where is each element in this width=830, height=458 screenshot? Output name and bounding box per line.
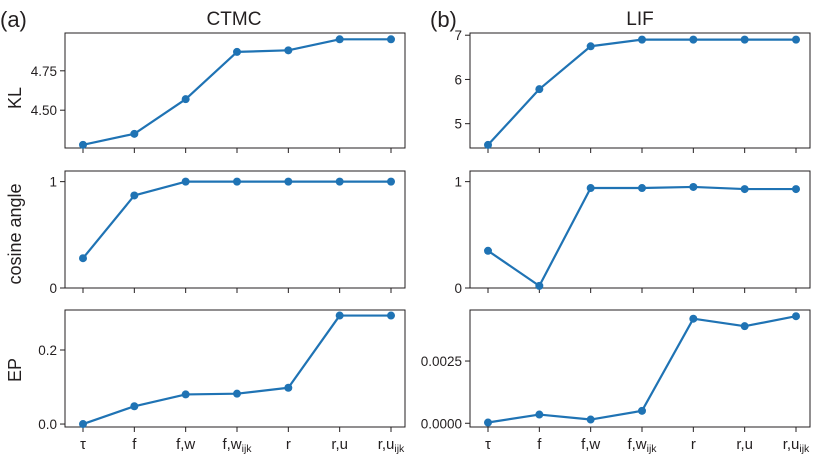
axes-frame (469, 309, 811, 428)
column-title-lif: LIF (626, 9, 653, 30)
panel-label-b: (b) (430, 7, 457, 32)
data-point (740, 322, 749, 331)
data-point (387, 35, 395, 44)
xtick-label: r,u (736, 436, 753, 453)
axes-frame (469, 32, 811, 149)
data-point (335, 311, 344, 320)
data-point (689, 35, 698, 44)
data-point (484, 140, 492, 149)
ytick-label: 0 (49, 281, 57, 296)
ytick-label: 4.50 (31, 103, 57, 118)
subplot-3: 01 (454, 170, 811, 296)
xtick-label: r,uijk (783, 436, 810, 455)
ytick-label: 0 (454, 281, 462, 296)
data-point (181, 390, 190, 399)
series-line (82, 314, 391, 426)
axes-frame (64, 32, 406, 149)
subplot-0: 4.50 4.75 (31, 32, 406, 153)
data-point (792, 312, 800, 321)
data-point (335, 35, 344, 44)
series-line (487, 315, 797, 424)
xtick-label: f,wijk (222, 436, 252, 455)
data-point (335, 177, 344, 186)
ytick-label: 0.0 (38, 417, 57, 432)
series-line (487, 38, 796, 146)
data-point (535, 410, 544, 419)
ytick-label: 0.2 (38, 343, 57, 358)
data-point (130, 402, 139, 411)
data-point (387, 177, 395, 186)
xtick-label: f,wijk (627, 436, 657, 455)
xtick-label: f (132, 436, 137, 453)
data-point (740, 35, 749, 44)
data-point (586, 42, 595, 51)
xtick-label: r,u (331, 436, 348, 453)
data-point (740, 185, 749, 194)
data-point (79, 420, 87, 429)
xtick-label: τ (80, 436, 86, 453)
data-point (284, 177, 293, 186)
axes-frame (469, 170, 811, 289)
subplot-2: 01 (49, 170, 406, 296)
column-title-ctmc: CTMC (207, 9, 262, 30)
data-point (181, 95, 190, 104)
data-point (792, 35, 800, 44)
data-point (638, 406, 646, 415)
xtick-label: r (286, 436, 291, 453)
xtick-label: f (537, 436, 542, 453)
data-point (233, 389, 241, 398)
data-point (484, 418, 492, 427)
data-point (535, 281, 544, 290)
subplot-1: 5 6 7 (454, 28, 811, 153)
ytick-label: 5 (454, 117, 462, 132)
data-point (586, 184, 595, 193)
data-point (638, 35, 646, 44)
xtick-label: r,uijk (378, 436, 405, 455)
subplot-4: 0.0 0.2 τ f f,w f,wijk r r,u r,uijk (38, 309, 406, 455)
data-point (689, 182, 698, 191)
data-point (689, 314, 698, 323)
data-point (387, 311, 395, 320)
data-point (586, 415, 595, 424)
data-point (792, 185, 800, 194)
data-point (79, 140, 87, 149)
data-point (233, 177, 241, 186)
ytick-label: 6 (454, 72, 462, 87)
axes-frame (64, 170, 406, 289)
data-point (130, 191, 139, 200)
panel-label-a: (a) (0, 7, 27, 32)
data-point (638, 184, 646, 193)
xtick-label: τ (485, 436, 491, 453)
data-point (79, 254, 87, 263)
ytick-label: 1 (454, 175, 462, 190)
ylabel-cosine-angle: cosine angle (5, 183, 25, 284)
ytick-label: 4.75 (31, 64, 57, 79)
series-line (487, 185, 796, 287)
xtick-label: f,w (176, 436, 195, 453)
data-point (130, 129, 139, 138)
ylabel-kl: KL (5, 87, 25, 109)
xtick-label: f,w (581, 436, 600, 453)
data-point (181, 177, 190, 186)
axes-frame (64, 309, 406, 428)
xtick-label: r (691, 436, 696, 453)
data-point (535, 85, 544, 94)
series-line (82, 180, 391, 259)
ytick-label: 0.0000 (421, 416, 462, 431)
ytick-label: 0.0025 (421, 354, 462, 369)
data-point (284, 46, 293, 55)
data-point (484, 246, 492, 255)
ytick-label: 7 (454, 28, 462, 43)
subplot-5: 0.0000 0.0025 τ f f,w f,wijk r r,u r,uijk (421, 309, 811, 455)
data-point (233, 47, 241, 56)
ytick-label: 1 (49, 175, 57, 190)
ylabel-ep: EP (5, 358, 25, 382)
data-point (284, 383, 293, 392)
